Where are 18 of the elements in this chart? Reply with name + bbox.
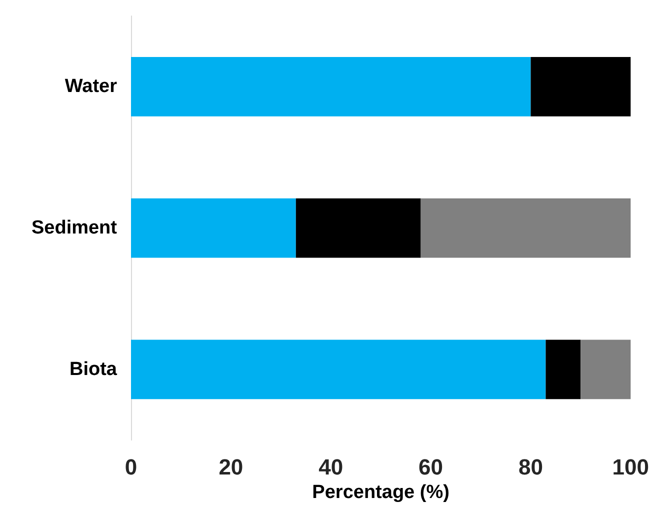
x-tick-label: 80: [518, 454, 543, 480]
bar: [420, 198, 631, 258]
x-tick-label: 0: [124, 454, 138, 480]
bar: [580, 340, 631, 400]
x-tick-label: 40: [318, 454, 344, 480]
bar: [530, 56, 631, 116]
x-tick-label: 60: [418, 454, 444, 480]
bar: [546, 340, 581, 400]
y-tick-label: Biota: [70, 358, 118, 380]
x-axis-title: Percentage (%): [312, 482, 450, 503]
y-tick-label: Water: [64, 76, 118, 98]
bar: [131, 198, 296, 258]
x-tick-label: 20: [218, 454, 244, 480]
y-tick-label: Sediment: [31, 218, 118, 239]
x-tick-label: 100: [612, 454, 650, 480]
bar: [296, 198, 421, 258]
bar: [131, 56, 531, 116]
bar: [131, 340, 546, 400]
